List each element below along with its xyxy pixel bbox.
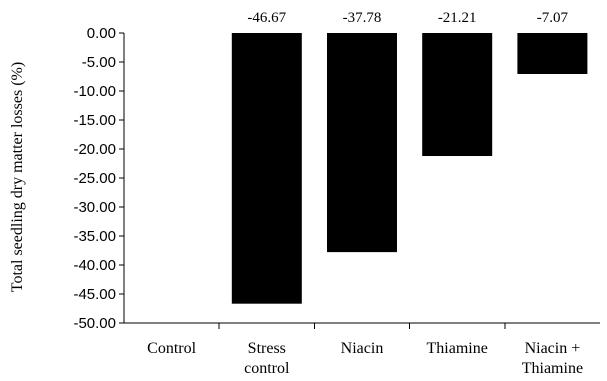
data-label: -46.67 [247,10,286,26]
x-axis-ticks: Control Stress control Niacin Thiamine Niacin… [147,323,583,377]
bar [231,33,302,304]
x-category-label: Niacin + [525,340,581,357]
x-category-label: Control [147,340,196,357]
y-tick-label: -15.00 [73,112,116,129]
data-label: -7.07 [537,10,569,26]
x-category-label: Niacin [341,340,384,357]
y-tick-label: -35.00 [73,228,116,245]
x-category-label: Thiamine [427,340,488,357]
data-label: -37.78 [343,10,382,26]
bars: -46.67 -37.78 -21.21 -7.07 [231,10,588,304]
y-axis-title: Total seedling dry matter losses (%) [9,62,26,292]
y-tick-label: -25.00 [73,170,116,187]
y-tick-label: -10.00 [73,83,116,100]
y-tick-label: -50.00 [73,315,116,332]
y-tick-label: -30.00 [73,199,116,216]
y-tick-label: -20.00 [73,141,116,158]
data-label: -21.21 [438,10,477,26]
y-axis-ticks: 0.00 -5.00 -10.00 -15.00 -20.00 -25.00 -30.00 -… [73,25,124,332]
y-tick-label: -5.00 [82,54,116,71]
y-tick-label: -45.00 [73,286,116,303]
bar [327,33,397,253]
x-category-label: control [244,360,290,377]
x-category-label: Thiamine [522,360,583,377]
bar [422,33,493,157]
x-category-label: Stress [248,340,286,357]
bar [517,33,588,75]
y-tick-label: 0.00 [87,25,116,42]
y-tick-label: -40.00 [73,257,116,274]
